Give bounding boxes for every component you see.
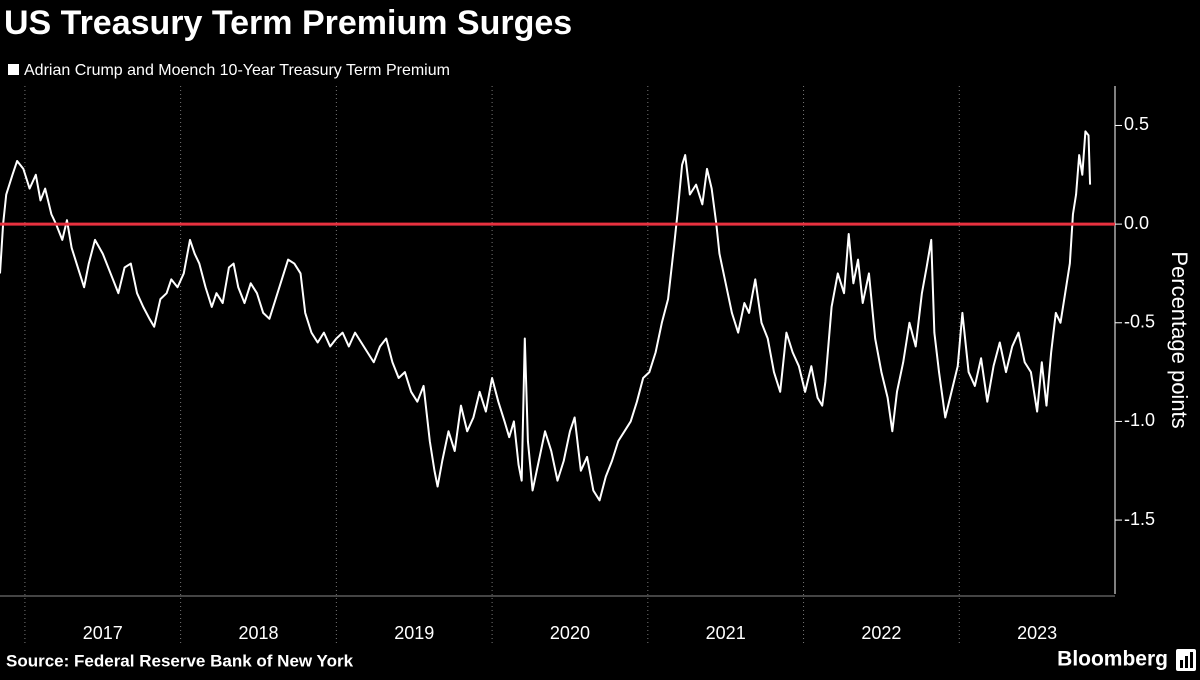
legend-swatch (8, 64, 19, 75)
x-tick-label: 2017 (83, 623, 123, 643)
brand-icon-bar (1185, 656, 1188, 668)
x-tick-label: 2019 (394, 623, 434, 643)
brand: Bloomberg (1057, 648, 1168, 671)
brand-icon-bar (1190, 652, 1193, 668)
y-tick-label: 0.5 (1124, 114, 1149, 134)
y-tick-label: -1.0 (1124, 410, 1155, 430)
x-tick-label: 2022 (861, 623, 901, 643)
series-line (0, 130, 1092, 502)
chart-title: US Treasury Term Premium Surges (4, 4, 572, 42)
y-tick-label: -0.5 (1124, 312, 1155, 332)
x-tick-label: 2021 (706, 623, 746, 643)
y-tick-label: -1.5 (1124, 509, 1155, 529)
legend-label: Adrian Crump and Moench 10-Year Treasury… (24, 62, 450, 79)
x-tick-label: 2023 (1017, 623, 1057, 643)
y-axis-label: Percentage points (1167, 251, 1192, 428)
brand-icon-bar (1180, 660, 1183, 668)
source: Source: Federal Reserve Bank of New York (6, 651, 354, 670)
x-tick-label: 2020 (550, 623, 590, 643)
y-tick-label: 0.0 (1124, 213, 1149, 233)
x-tick-label: 2018 (238, 623, 278, 643)
